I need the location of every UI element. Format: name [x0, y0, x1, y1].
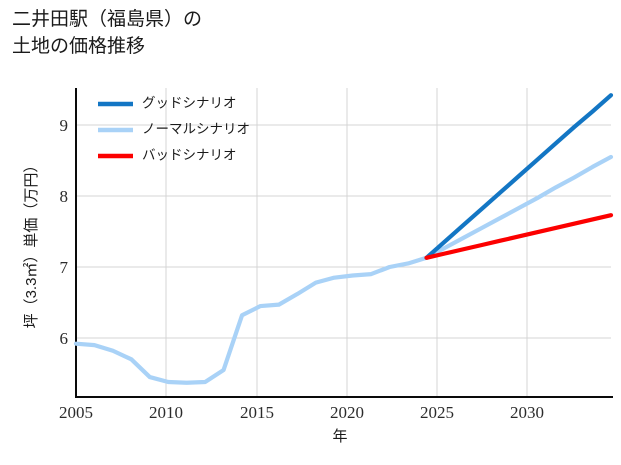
- ytick-label-8: 8: [60, 187, 69, 206]
- chart-title: 二井田駅（福島県）の 土地の価格推移: [12, 9, 203, 57]
- xtick-label-2025: 2025: [420, 403, 454, 422]
- xtick-label-2020: 2020: [330, 403, 364, 422]
- series-group: [73, 93, 614, 385]
- y-tick-labels: 9 8 7 6: [60, 116, 69, 348]
- legend-label-bad: バッドシナリオ: [142, 148, 237, 163]
- x-tick-labels: 2005 2010 2015 2020 2025 2030: [59, 403, 544, 422]
- y-axis-title: 坪（3.3㎡）単価（万円）: [23, 158, 40, 329]
- ytick-label-9: 9: [60, 116, 69, 135]
- series-line-bad: [424, 213, 614, 260]
- xtick-label-2015: 2015: [240, 403, 274, 422]
- series-line-normal: [73, 154, 614, 385]
- ytick-label-7: 7: [60, 258, 69, 277]
- xtick-label-2030: 2030: [510, 403, 544, 422]
- ytick-label-6: 6: [60, 329, 69, 348]
- xtick-label-2010: 2010: [149, 403, 183, 422]
- xtick-label-2005: 2005: [59, 403, 93, 422]
- gridlines: [76, 88, 611, 396]
- x-axis-title: 年: [332, 428, 347, 445]
- legend-label-normal: ノーマルシナリオ: [142, 122, 250, 137]
- legend: グッドシナリオ ノーマルシナリオ バッドシナリオ: [98, 96, 250, 163]
- series-line-good: [424, 93, 614, 260]
- legend-label-good: グッドシナリオ: [142, 96, 237, 111]
